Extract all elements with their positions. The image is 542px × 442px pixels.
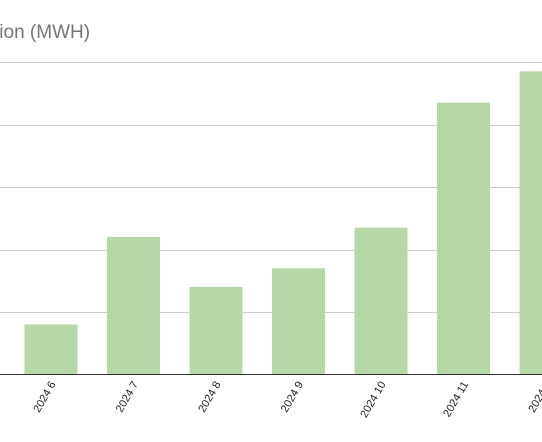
bars-group [24,71,542,375]
bar [519,71,542,375]
x-tick-label: 2024 1 [526,380,542,415]
bar [437,102,490,375]
bar [107,237,160,375]
x-tick-label: 2024 11 [441,380,471,420]
x-tick-label: 2024 7 [114,380,141,415]
x-tick-labels: 2024 6 2024 7 2024 8 2024 9 2024 10 2024 11 20… [31,380,542,420]
bar [272,268,325,375]
bar [24,324,78,375]
x-tick-label: 2024 6 [31,380,58,415]
bar [189,287,243,375]
x-tick-label: 2024 9 [279,380,306,415]
bar [354,227,408,375]
x-tick-label: 2024 8 [196,380,223,415]
x-tick-label: 2024 10 [358,380,388,420]
chart-title: tion (MWH) [0,22,90,43]
